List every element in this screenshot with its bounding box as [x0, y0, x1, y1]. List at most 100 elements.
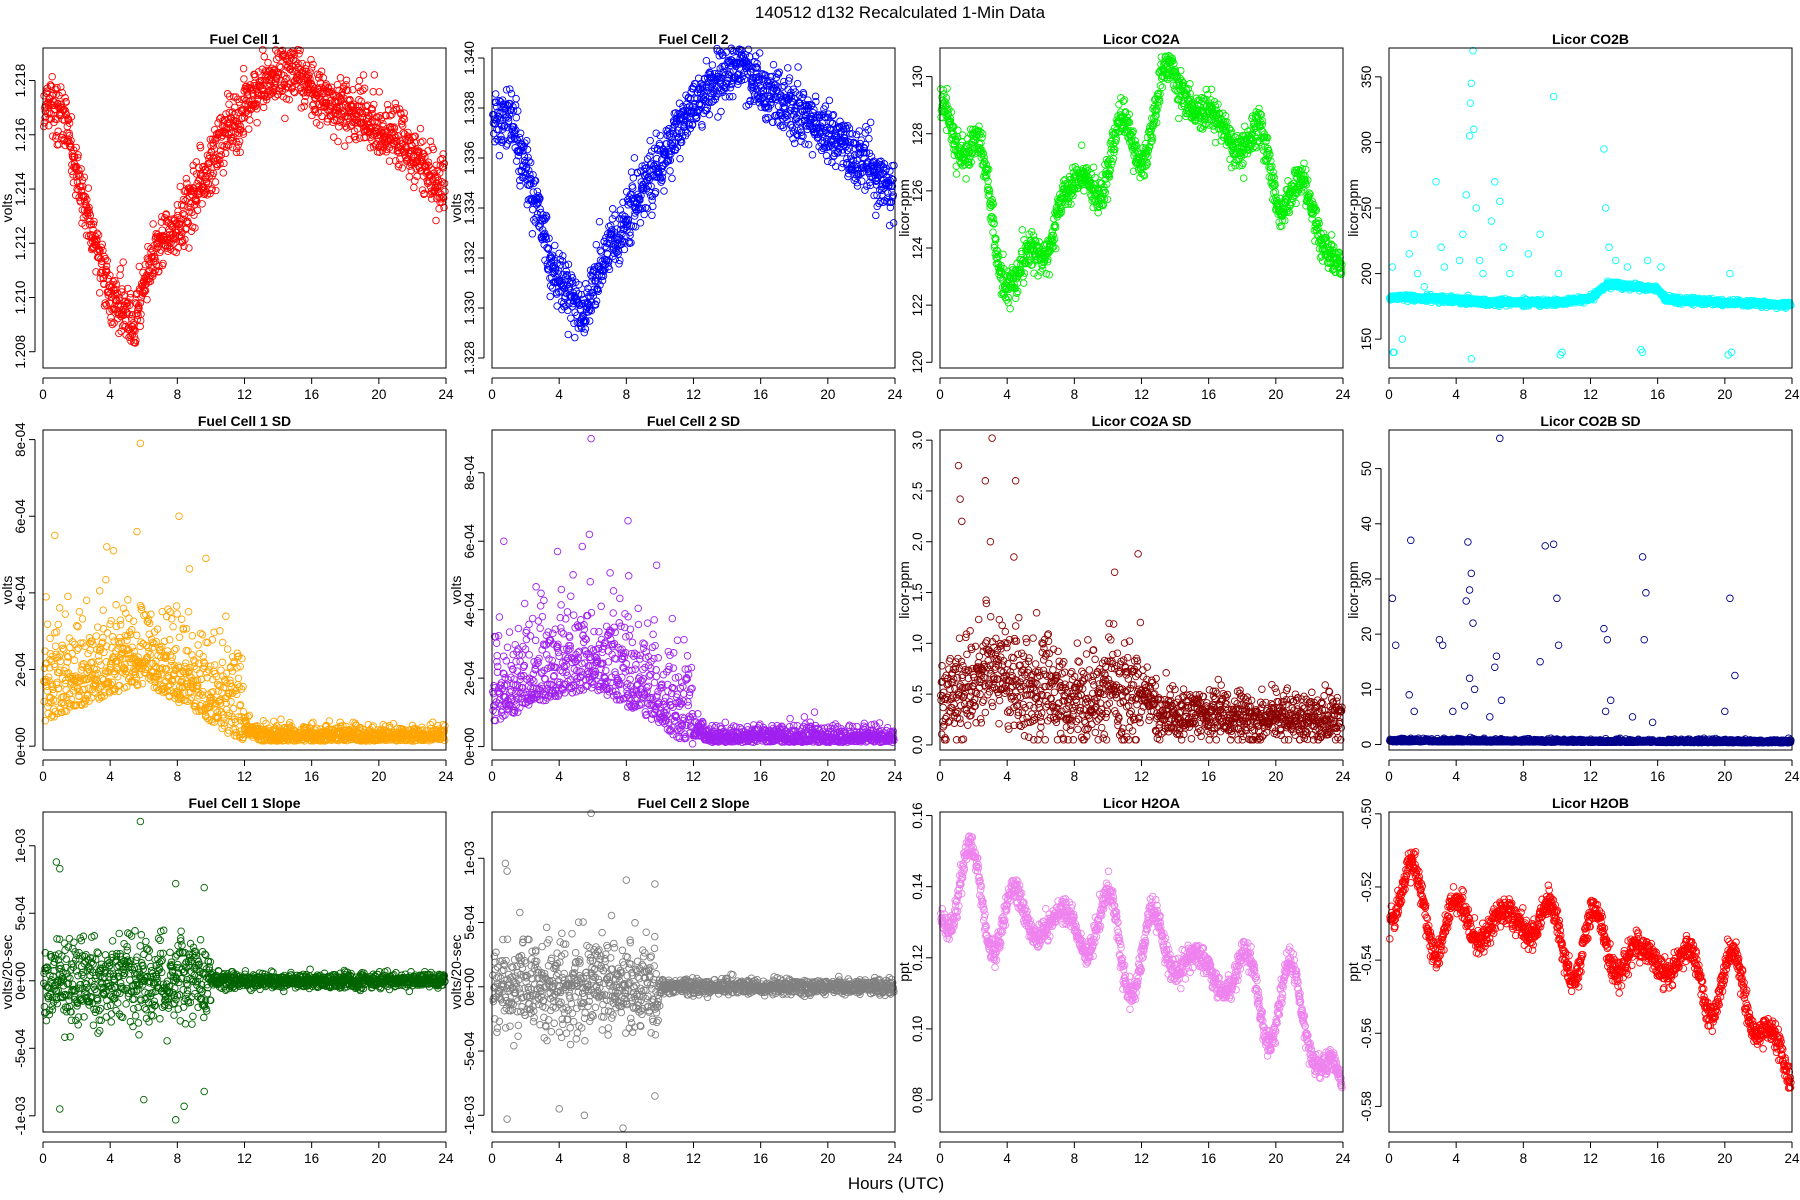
data-point: [858, 177, 866, 185]
y-tick-label: 124: [910, 236, 925, 259]
data-point: [74, 151, 82, 159]
data-point: [526, 158, 535, 167]
data-point: [533, 187, 542, 196]
data-point: [85, 203, 93, 212]
data-point: [385, 157, 394, 165]
data-point: [48, 72, 56, 81]
figure-title: 140512 d132 Recalculated 1-Min Data: [755, 3, 1046, 22]
data-point: [132, 336, 140, 344]
data-point: [182, 174, 191, 183]
y-tick-label: 130: [910, 65, 925, 88]
x-tick-label: 0: [39, 387, 47, 402]
data-point: [774, 102, 783, 111]
data-point: [61, 107, 70, 116]
data-points: [489, 44, 898, 342]
data-point: [195, 190, 203, 198]
data-point: [151, 257, 160, 265]
data-point: [220, 159, 228, 168]
data-point: [495, 151, 504, 160]
data-point: [1115, 100, 1123, 109]
data-point: [118, 285, 126, 293]
data-point: [1158, 83, 1167, 92]
data-point: [67, 136, 75, 145]
x-tick-label: 20: [820, 387, 835, 402]
data-point: [128, 310, 136, 319]
data-point: [516, 129, 525, 138]
data-point: [83, 195, 91, 204]
data-point: [551, 241, 559, 250]
data-point: [126, 293, 134, 302]
data-point: [61, 94, 69, 102]
y-axis-label: volts: [0, 194, 15, 223]
data-point: [769, 60, 778, 69]
data-point: [65, 129, 73, 138]
x-tick-label: 8: [623, 387, 631, 402]
y-tick-label: 1.328: [462, 341, 477, 375]
data-point: [702, 56, 711, 65]
data-point: [122, 316, 130, 325]
data-point: [49, 90, 58, 98]
x-tick-label: 24: [1335, 387, 1351, 402]
x-tick-label: 12: [686, 387, 701, 402]
data-point: [253, 118, 261, 127]
data-point: [43, 87, 51, 96]
y-tick-label: 1.332: [462, 241, 477, 275]
data-point: [93, 229, 101, 238]
data-point: [717, 107, 725, 116]
data-point: [93, 235, 101, 244]
data-point: [581, 325, 590, 333]
data-point: [101, 254, 110, 263]
x-tick-label: 24: [438, 387, 454, 402]
data-point: [211, 178, 220, 186]
y-tick-label: 122: [910, 294, 925, 317]
data-point: [370, 71, 379, 79]
data-point: [793, 79, 802, 88]
data-point: [546, 292, 554, 301]
data-point: [111, 276, 119, 285]
data-point: [119, 258, 127, 266]
data-point: [744, 45, 753, 54]
data-point: [102, 262, 111, 270]
data-point: [491, 90, 500, 98]
x-tick-label: 20: [1268, 387, 1283, 402]
data-point: [131, 339, 140, 347]
data-point: [118, 288, 126, 296]
data-point: [77, 165, 85, 173]
data-point: [281, 114, 289, 123]
data-point: [240, 75, 248, 83]
data-point: [595, 217, 604, 226]
x-tick-label: 12: [1134, 387, 1149, 402]
data-point: [825, 96, 834, 105]
data-point: [861, 186, 869, 194]
data-point: [67, 113, 76, 121]
data-point: [80, 173, 89, 181]
data-point: [943, 84, 951, 93]
data-point: [101, 299, 109, 307]
x-axis: 0 4 8 12 16 20 24: [39, 377, 454, 402]
y-tick-label: 1.336: [462, 141, 477, 175]
data-point: [828, 158, 836, 167]
data-points: [937, 52, 1346, 313]
data-point: [131, 327, 139, 335]
data-point: [181, 235, 189, 244]
data-point: [100, 280, 108, 289]
data-point: [676, 154, 684, 163]
data-point: [528, 230, 537, 238]
data-point: [52, 85, 60, 94]
data-point: [99, 274, 108, 283]
data-point: [146, 277, 155, 286]
data-point: [341, 142, 349, 150]
data-point: [1089, 163, 1098, 171]
data-point: [136, 322, 144, 331]
data-point: [1006, 304, 1014, 313]
data-point: [668, 174, 676, 183]
data-point: [1175, 114, 1183, 123]
x-tick-label: 8: [174, 387, 182, 402]
data-point: [89, 220, 98, 229]
data-point: [117, 327, 125, 336]
data-points: [1386, 46, 1795, 363]
